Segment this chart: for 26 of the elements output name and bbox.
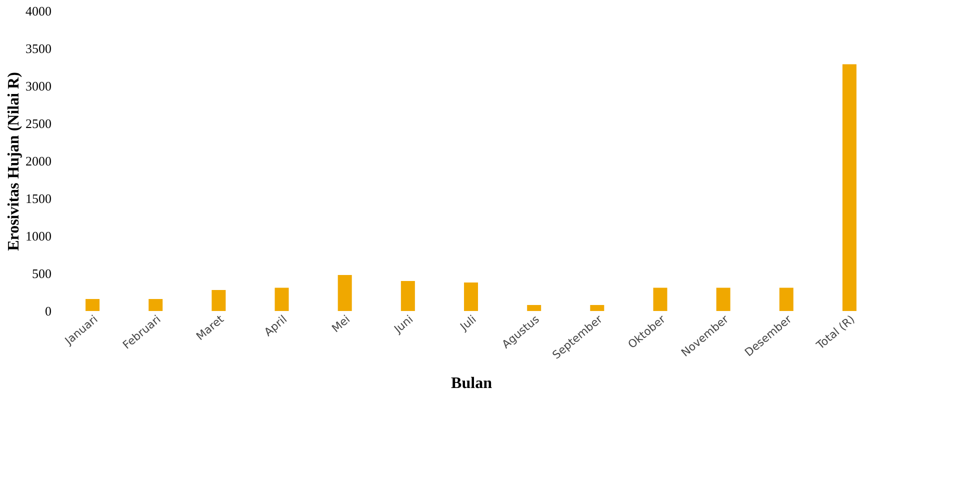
x-tick-label: Juli [457, 312, 479, 334]
x-tick-label: Mei [329, 312, 353, 336]
y-tick-label: 500 [32, 266, 52, 281]
y-tick-label: 3500 [26, 41, 52, 56]
y-tick-label: 3000 [26, 78, 52, 94]
y-tick-label: 1000 [26, 228, 52, 244]
bar [148, 299, 163, 311]
bar [212, 290, 226, 311]
y-axis-title: Erosivitas Hujan (Nilai R) [6, 72, 22, 251]
bar [779, 288, 794, 311]
bar [653, 288, 668, 311]
y-tick-label: 0 [45, 304, 52, 318]
bar [400, 281, 415, 311]
x-axis-title: Bulan [451, 375, 492, 392]
bar [716, 288, 730, 311]
bar [86, 299, 100, 311]
bar [527, 305, 542, 311]
bar [464, 282, 478, 311]
y-tick-label: 2500 [26, 116, 52, 131]
bar [590, 305, 604, 311]
y-tick-label: 2000 [26, 154, 52, 168]
y-tick-label: 1500 [26, 191, 52, 206]
bar [842, 64, 856, 311]
bar [338, 275, 352, 311]
y-tick-label: 4000 [26, 4, 52, 18]
bar [274, 288, 289, 311]
